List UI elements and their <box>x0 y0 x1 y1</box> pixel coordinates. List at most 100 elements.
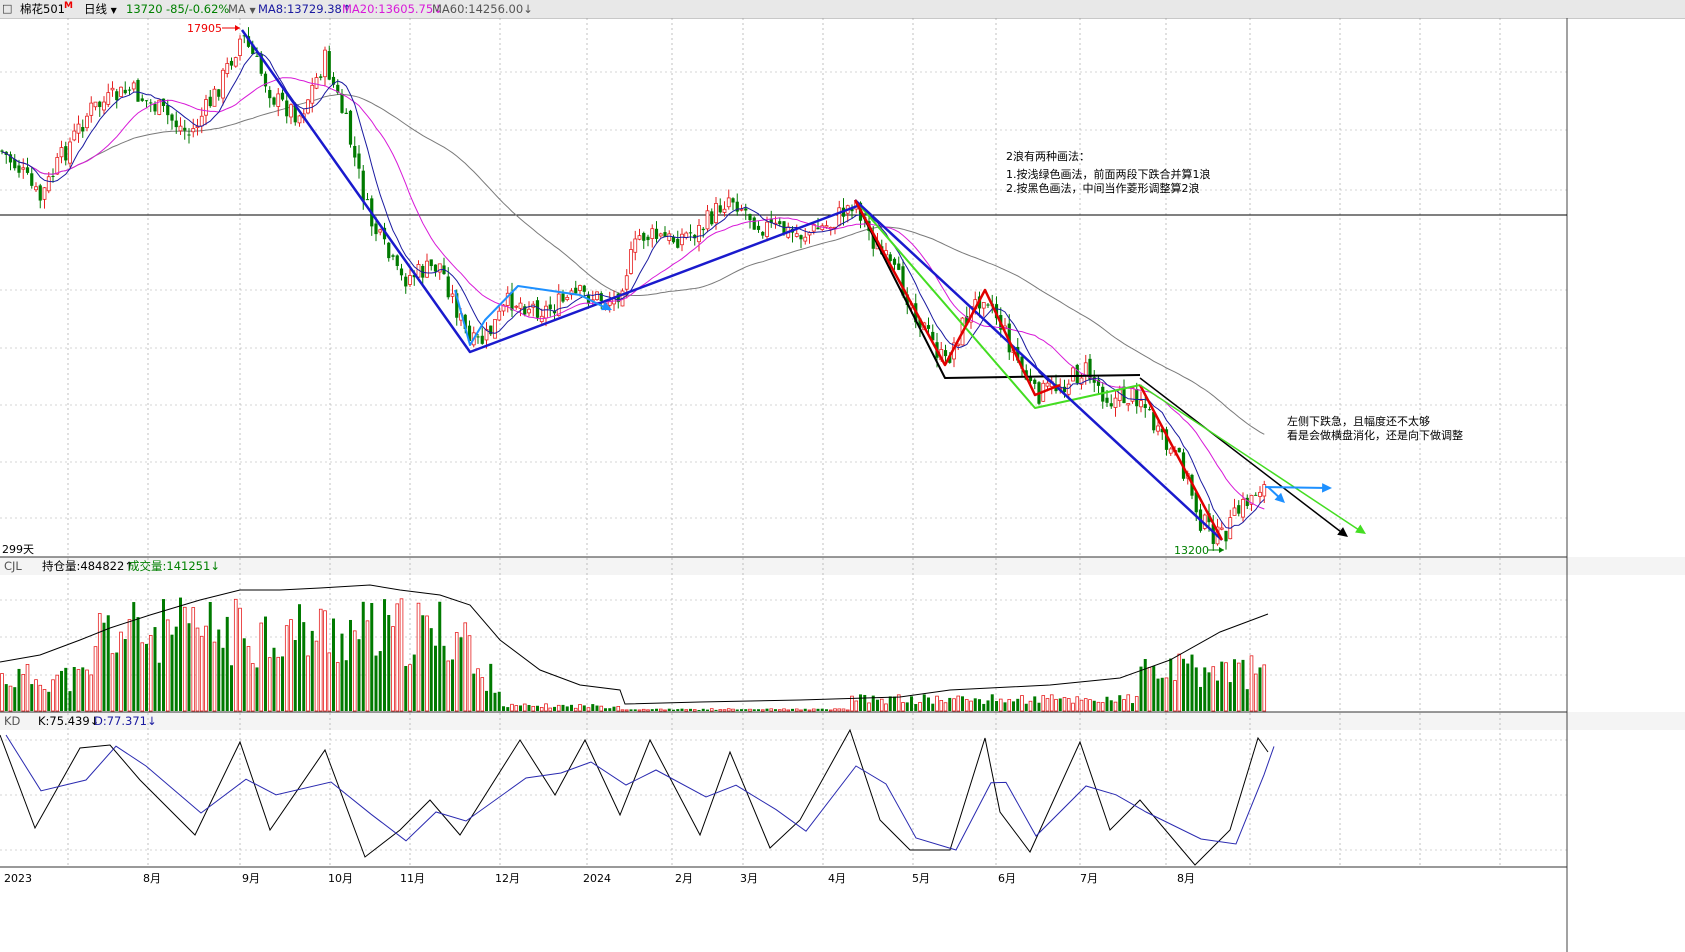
candle-body <box>391 255 395 257</box>
volume-panel-label[interactable]: CJL <box>4 559 22 573</box>
volume-bar <box>948 697 952 711</box>
candle-body <box>64 146 68 161</box>
candle-body <box>931 331 935 341</box>
volume-bar <box>896 694 901 712</box>
candle-body <box>629 249 633 274</box>
volume-bar <box>429 628 433 711</box>
volume-bar <box>995 701 998 711</box>
candle-body <box>331 76 336 85</box>
volume-bar <box>599 705 604 712</box>
volume-bar <box>1190 654 1194 711</box>
volume-bar <box>199 635 204 712</box>
candle-body <box>30 173 34 186</box>
candle-body <box>680 233 684 246</box>
volume-bar <box>195 627 200 712</box>
candle-body <box>263 73 268 87</box>
volume-bar <box>961 696 964 711</box>
ma-label: MA <box>228 2 246 16</box>
volume-bar <box>68 691 72 711</box>
candle-body <box>684 232 689 238</box>
candle-body <box>293 105 297 123</box>
candle-body <box>497 310 502 321</box>
candle-body <box>480 335 484 344</box>
candle-body <box>556 293 561 317</box>
volume-bar <box>1134 696 1139 712</box>
volume-bar <box>340 633 344 711</box>
candle-body <box>340 93 344 113</box>
volume-bar <box>616 706 621 712</box>
volume-bar <box>973 698 977 711</box>
volume-bar <box>714 709 718 711</box>
volume-bar <box>697 709 701 711</box>
candle-body <box>565 296 570 301</box>
volume-bar <box>978 699 981 711</box>
candle-body <box>187 134 191 136</box>
ma20-path <box>1 77 1265 510</box>
stock-icon[interactable]: □ <box>2 2 13 15</box>
kd-panel-header: KD K:75.439↓ D:77.371↓ <box>0 712 1685 730</box>
volume-bar <box>1118 695 1122 711</box>
volume-bar <box>132 602 136 711</box>
volume-bar <box>655 708 658 711</box>
chevron-down-icon: ▼ <box>110 6 117 15</box>
candle-body <box>544 305 548 319</box>
candle-body <box>1143 404 1147 408</box>
candle-body <box>905 294 909 306</box>
candle-body <box>710 211 714 225</box>
volume-bar <box>706 709 709 711</box>
volume-bar <box>1028 700 1033 712</box>
note-1-line-2: 2.按黑色画法，中间当作菱形调整算2浪 <box>1006 181 1200 195</box>
symbol-label[interactable]: 棉花501 <box>20 2 65 16</box>
candle-body <box>1113 397 1118 408</box>
volume-bar <box>998 698 1003 712</box>
candle-body <box>85 115 89 129</box>
period-selector[interactable]: 日线 ▼ <box>84 0 117 20</box>
candle-body <box>268 89 272 99</box>
candle-body <box>1079 377 1084 385</box>
candle-body <box>348 110 353 145</box>
volume-bar <box>803 708 807 711</box>
volume-bar <box>293 640 297 711</box>
volume-bar <box>123 639 127 711</box>
candle-body <box>51 175 55 177</box>
volume-bar <box>1186 663 1190 711</box>
volume-bar <box>242 638 246 711</box>
volume-bar <box>361 601 365 711</box>
candle-body <box>1117 388 1122 401</box>
candle-body <box>1245 497 1249 506</box>
volume-bar <box>506 707 510 711</box>
kd-panel-label[interactable]: KD <box>4 714 21 728</box>
x-axis-tick-label: 4月 <box>828 872 846 885</box>
volume-bar <box>774 709 777 711</box>
volume-bar <box>1152 666 1156 711</box>
candle-body <box>280 92 285 100</box>
volume-bar <box>952 698 956 712</box>
volume-bar <box>867 702 871 712</box>
volume-bar <box>825 709 828 711</box>
candle-body <box>361 170 365 201</box>
candle-body <box>1045 382 1050 387</box>
candle-body <box>285 100 289 117</box>
candle-body <box>799 235 803 240</box>
volume-bar <box>910 696 913 711</box>
volume-bar <box>1007 698 1012 712</box>
candle-body <box>986 304 990 306</box>
candle-body <box>824 225 829 228</box>
volume-bar <box>667 708 671 711</box>
candle-body <box>1164 429 1169 450</box>
ma-selector[interactable]: MA ▼ <box>228 0 256 20</box>
arrow-head-black <box>1337 527 1348 537</box>
candle-body <box>582 285 586 292</box>
candle-body <box>106 92 111 105</box>
volume-bar <box>927 697 930 711</box>
volume-bar <box>391 626 395 712</box>
volume-bar <box>416 602 421 712</box>
candle-body <box>102 101 106 111</box>
volume-bar <box>225 616 229 711</box>
candle-body <box>897 263 901 270</box>
candle-body <box>93 101 98 108</box>
volume-bar <box>42 689 47 712</box>
candle-body <box>1075 364 1079 384</box>
candle-body <box>607 300 612 306</box>
